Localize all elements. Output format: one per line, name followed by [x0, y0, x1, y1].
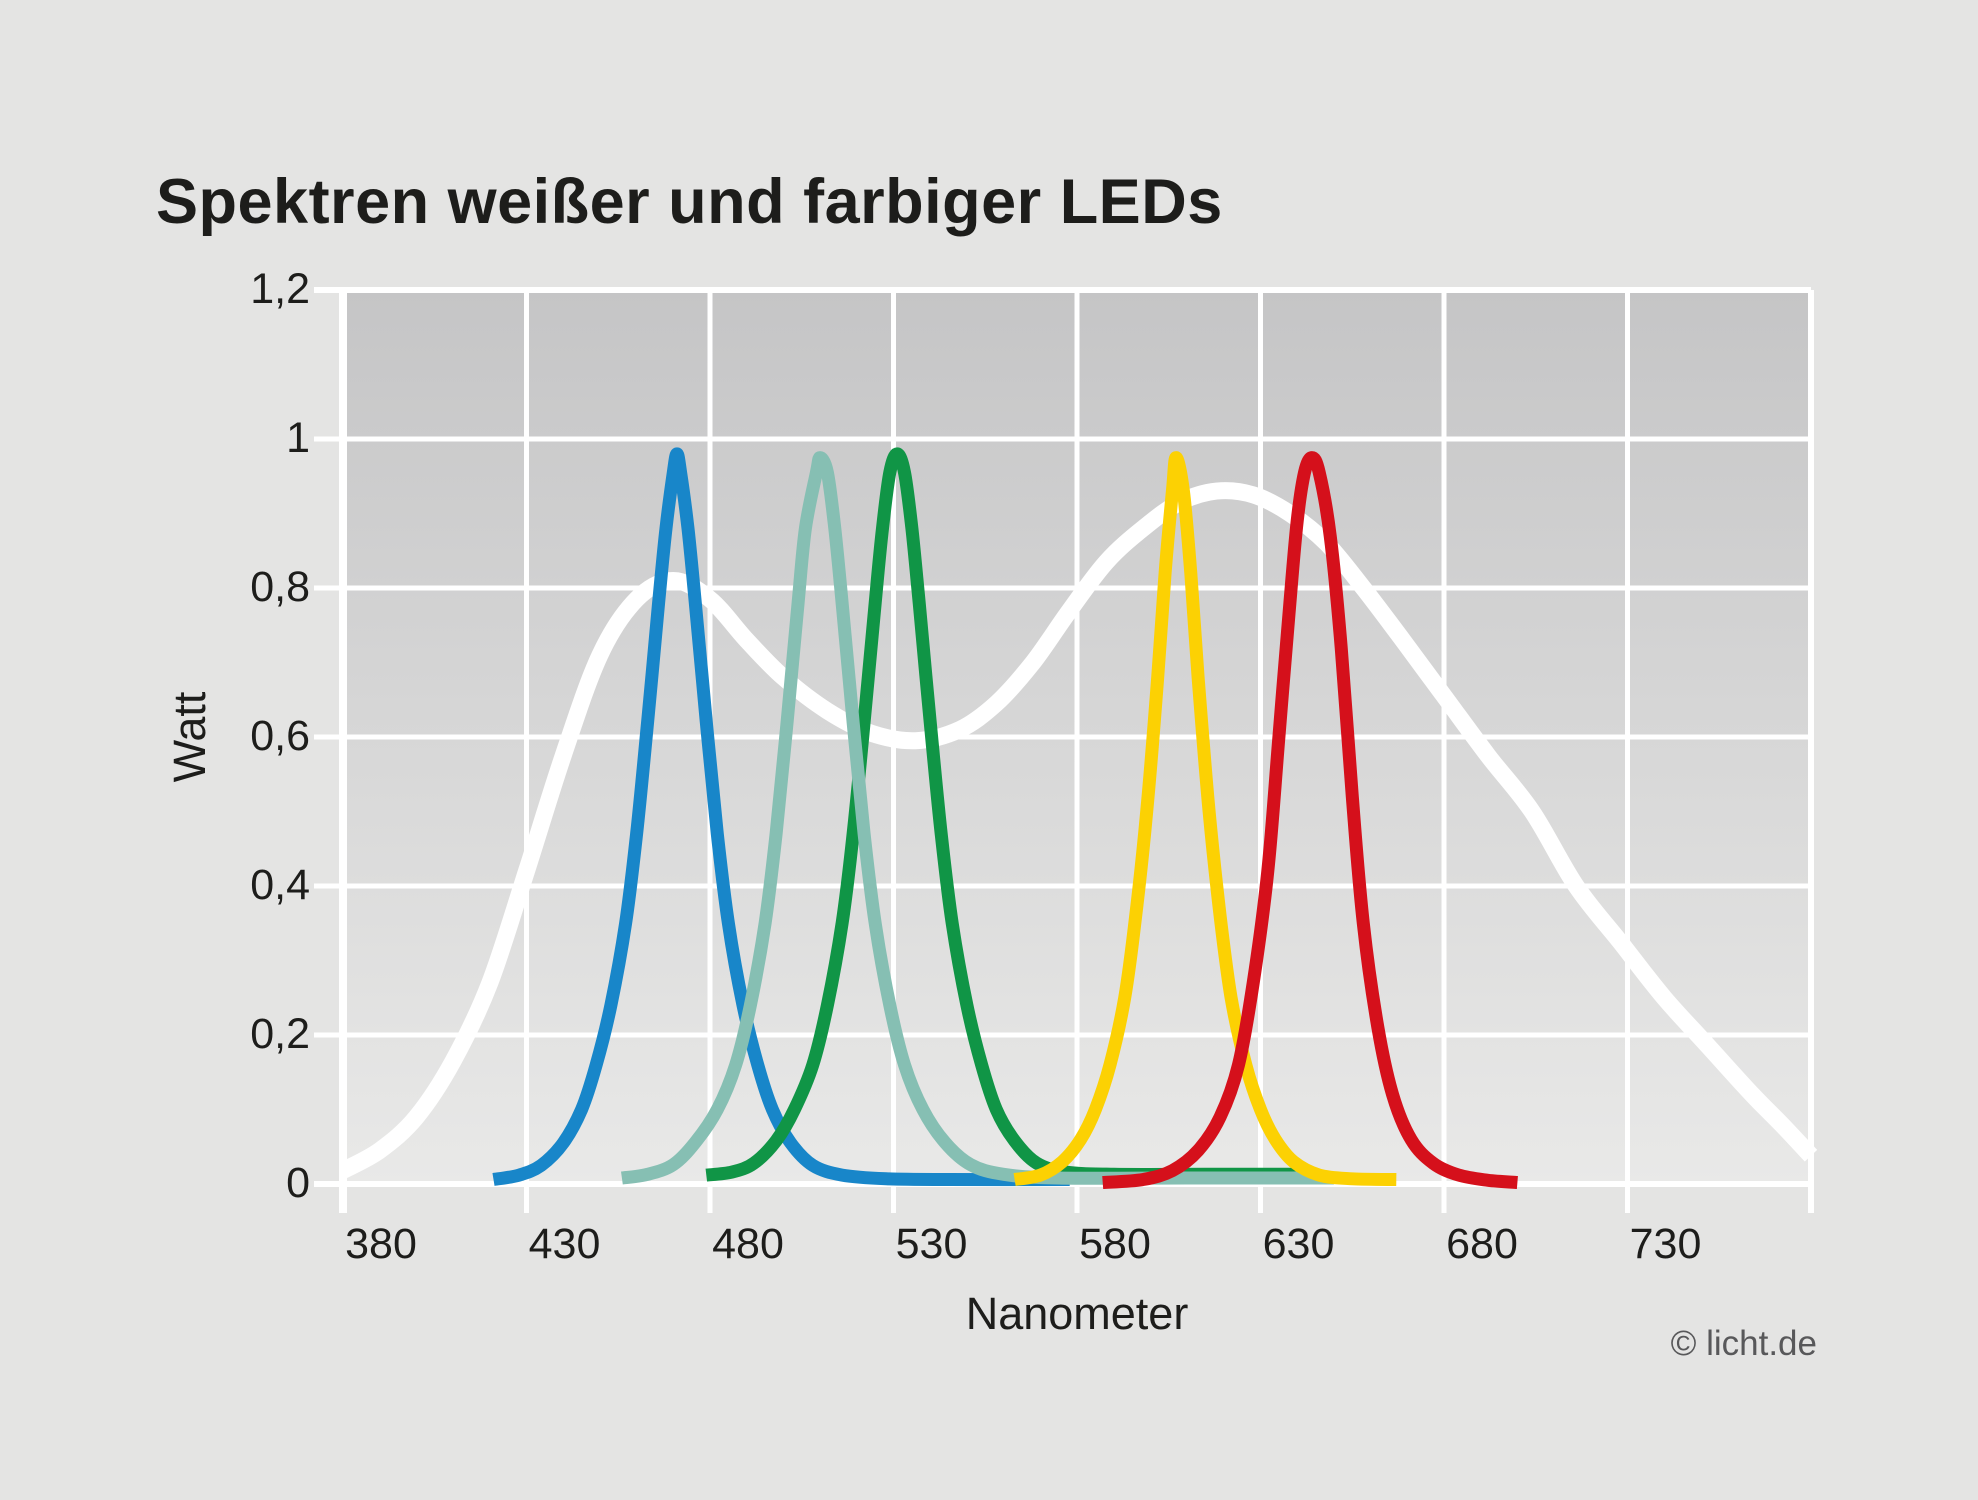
x-tick-label: 630	[1263, 1220, 1335, 1268]
curve-green-led	[705, 447, 1305, 1182]
y-tick-label: 0	[286, 1159, 310, 1207]
curve-white-led	[338, 482, 1818, 1179]
x-axis-title: Nanometer	[965, 1288, 1189, 1339]
x-tick-label: 680	[1446, 1220, 1518, 1268]
x-tick-label: 380	[345, 1220, 417, 1268]
y-tick-label: 0,4	[250, 861, 310, 909]
copyright-credit: © licht.de	[1670, 1324, 1817, 1363]
x-tick-label: 480	[712, 1220, 784, 1268]
curve-yellow-led	[1013, 451, 1397, 1186]
x-tick-label: 530	[896, 1220, 968, 1268]
x-tick-label: 730	[1630, 1220, 1702, 1268]
y-tick-label: 1,2	[250, 265, 310, 313]
y-tick-label: 1	[286, 414, 310, 462]
curve-blue-led	[492, 447, 1070, 1187]
y-tick-label: 0,8	[250, 563, 310, 611]
x-tick-label: 430	[529, 1220, 601, 1268]
y-tick-label: 0,6	[250, 712, 310, 760]
x-tick-label: 580	[1079, 1220, 1151, 1268]
y-tick-label: 0,2	[250, 1010, 310, 1058]
curve-teal-led	[621, 451, 1334, 1185]
page-title: Spektren weißer und farbiger LEDs	[156, 167, 1223, 237]
curve-red-led	[1102, 451, 1518, 1189]
